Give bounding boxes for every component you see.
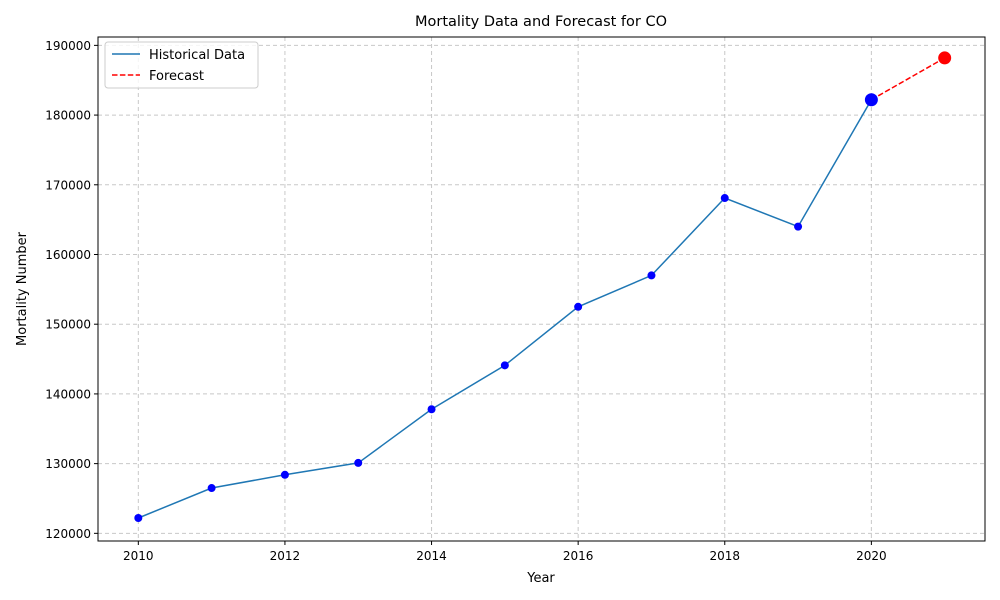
x-axis-label: Year bbox=[526, 571, 555, 586]
historical-data-point bbox=[794, 222, 803, 231]
forecast-line bbox=[871, 57, 946, 101]
x-tick-label: 2010 bbox=[123, 549, 154, 563]
y-axis-label: Mortality Number bbox=[15, 231, 30, 346]
legend: Historical Data Forecast bbox=[104, 41, 259, 89]
historical-data-point bbox=[647, 271, 656, 280]
x-tick-label: 2012 bbox=[270, 549, 301, 563]
y-tick-label: 160000 bbox=[45, 248, 91, 262]
highlight-point-last-historical bbox=[864, 93, 878, 107]
x-tick-label: 2018 bbox=[709, 549, 740, 563]
historical-data-point bbox=[720, 194, 729, 203]
legend-forecast-label: Forecast bbox=[149, 69, 204, 84]
forecast-data-point bbox=[938, 51, 952, 65]
x-tick-label: 2014 bbox=[416, 549, 447, 563]
y-tick-label: 170000 bbox=[45, 178, 91, 192]
historical-data-point bbox=[500, 361, 509, 370]
historical-data-point bbox=[280, 470, 289, 479]
grid bbox=[98, 37, 985, 541]
y-tick-label: 130000 bbox=[45, 457, 91, 471]
y-tick-label: 120000 bbox=[45, 527, 91, 541]
y-tick-label: 150000 bbox=[45, 318, 91, 332]
x-axis-ticks: 2010 2012 2014 2016 2018 2020 bbox=[123, 541, 887, 563]
legend-historical-label: Historical Data bbox=[149, 48, 245, 63]
y-tick-label: 140000 bbox=[45, 387, 91, 401]
chart-title: Mortality Data and Forecast for CO bbox=[415, 14, 667, 30]
plot-series bbox=[134, 51, 952, 522]
historical-data-point bbox=[427, 405, 436, 414]
y-tick-label: 180000 bbox=[45, 109, 91, 123]
historical-data-point bbox=[354, 458, 363, 467]
y-axis-ticks: 120000 130000 140000 150000 160000 170000 1800… bbox=[45, 39, 98, 541]
historical-data-point bbox=[207, 484, 216, 493]
plot-frame bbox=[97, 36, 986, 542]
y-tick-label: 190000 bbox=[45, 39, 91, 53]
legend-box bbox=[104, 41, 259, 89]
x-tick-label: 2020 bbox=[856, 549, 887, 563]
x-tick-label: 2016 bbox=[563, 549, 594, 563]
historical-data-point bbox=[574, 302, 583, 311]
historical-data-point bbox=[134, 513, 143, 522]
